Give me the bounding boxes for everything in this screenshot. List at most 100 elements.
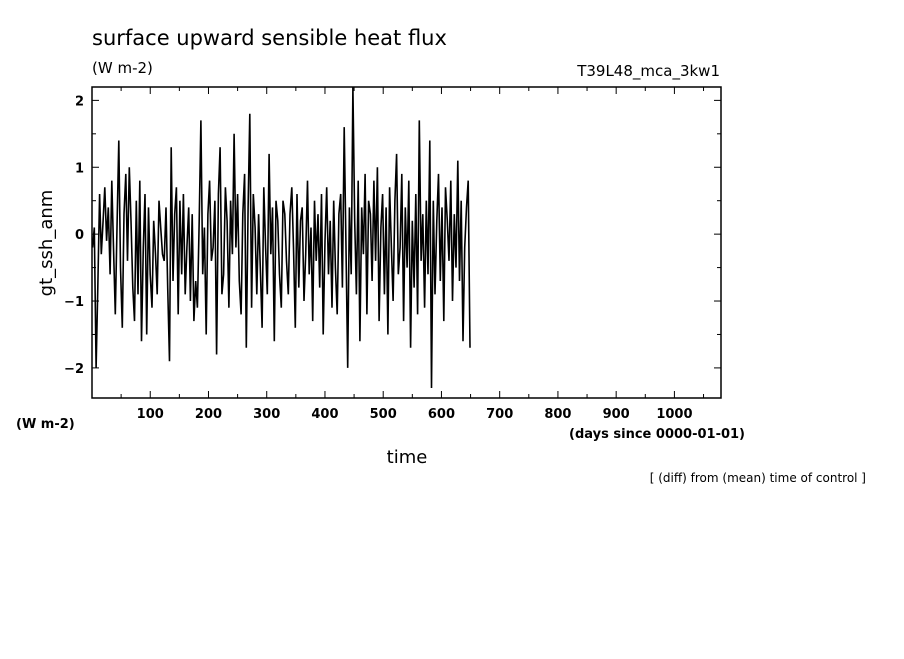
data-point xyxy=(228,307,229,308)
x-tick-label: 800 xyxy=(544,407,571,422)
data-point xyxy=(351,274,352,275)
data-point xyxy=(469,347,470,348)
data-point xyxy=(303,300,304,301)
data-point xyxy=(365,173,366,174)
data-point xyxy=(214,200,215,201)
data-point xyxy=(382,193,383,194)
data-point xyxy=(249,113,250,114)
data-point xyxy=(307,180,308,181)
data-point xyxy=(389,187,390,188)
data-point xyxy=(328,274,329,275)
data-point xyxy=(366,314,367,315)
data-point xyxy=(144,193,145,194)
data-point xyxy=(286,260,287,261)
data-point xyxy=(342,287,343,288)
data-point xyxy=(284,214,285,215)
data-point xyxy=(363,254,364,255)
data-point xyxy=(386,207,387,208)
data-point xyxy=(255,227,256,228)
data-point xyxy=(433,200,434,201)
data-point xyxy=(396,153,397,154)
data-point xyxy=(106,240,107,241)
data-point xyxy=(277,220,278,221)
data-point xyxy=(209,180,210,181)
data-point xyxy=(146,334,147,335)
data-point xyxy=(185,294,186,295)
data-point xyxy=(183,193,184,194)
data-point xyxy=(97,287,98,288)
data-point xyxy=(181,274,182,275)
data-point xyxy=(207,214,208,215)
data-point xyxy=(153,220,154,221)
x-tick-label: 200 xyxy=(195,407,222,422)
data-point xyxy=(195,280,196,281)
data-point xyxy=(443,321,444,322)
data-point xyxy=(447,220,448,221)
data-point xyxy=(164,260,165,261)
data-point xyxy=(192,214,193,215)
data-point xyxy=(344,127,345,128)
data-point xyxy=(438,173,439,174)
x-tick-label: 700 xyxy=(486,407,513,422)
y-tick-label: −1 xyxy=(64,295,84,310)
data-point xyxy=(179,200,180,201)
data-point xyxy=(190,300,191,301)
data-point xyxy=(120,267,121,268)
data-point xyxy=(110,274,111,275)
data-point xyxy=(237,193,238,194)
data-point xyxy=(216,354,217,355)
data-point xyxy=(103,220,104,221)
data-point xyxy=(115,314,116,315)
series-group xyxy=(91,86,471,389)
data-point xyxy=(260,267,261,268)
data-point xyxy=(431,387,432,388)
y-tick-label: −2 xyxy=(64,362,84,377)
data-point xyxy=(225,187,226,188)
data-point xyxy=(394,200,395,201)
data-point xyxy=(160,227,161,228)
data-point xyxy=(461,200,462,201)
data-point xyxy=(400,247,401,248)
data-point xyxy=(122,327,123,328)
data-point xyxy=(295,327,296,328)
chart-units: (W m-2) xyxy=(92,59,153,77)
data-point xyxy=(391,247,392,248)
data-point xyxy=(445,187,446,188)
data-point xyxy=(263,187,264,188)
data-point xyxy=(408,180,409,181)
data-point xyxy=(241,314,242,315)
data-point xyxy=(405,207,406,208)
data-point xyxy=(380,227,381,228)
y-tick-label: 2 xyxy=(75,94,84,109)
data-point xyxy=(204,227,205,228)
data-point xyxy=(345,240,346,241)
data-point xyxy=(426,200,427,201)
data-point xyxy=(113,247,114,248)
data-point xyxy=(352,86,353,87)
data-point xyxy=(412,220,413,221)
data-point xyxy=(211,260,212,261)
data-point xyxy=(417,314,418,315)
data-point xyxy=(305,254,306,255)
data-point xyxy=(314,200,315,201)
data-point xyxy=(169,361,170,362)
data-point xyxy=(199,220,200,221)
data-point xyxy=(368,200,369,201)
x-tick-label: 300 xyxy=(253,407,280,422)
data-point xyxy=(373,180,374,181)
data-point xyxy=(218,193,219,194)
data-point xyxy=(150,274,151,275)
data-point xyxy=(289,214,290,215)
x-tick-label: 600 xyxy=(428,407,455,422)
series-line xyxy=(91,86,471,389)
data-point xyxy=(429,140,430,141)
data-point xyxy=(466,207,467,208)
data-point xyxy=(312,321,313,322)
plot-frame xyxy=(91,86,722,399)
data-point xyxy=(337,314,338,315)
data-point xyxy=(281,307,282,308)
data-point xyxy=(293,247,294,248)
data-point xyxy=(235,247,236,248)
x-tick-label: 400 xyxy=(311,407,338,422)
